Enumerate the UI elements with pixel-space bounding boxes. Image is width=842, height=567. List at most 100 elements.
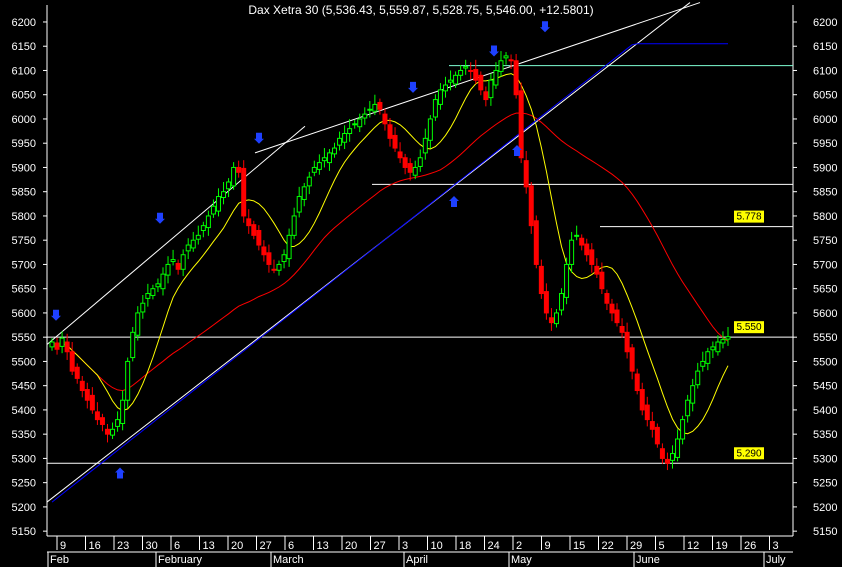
candle-body: [49, 341, 55, 348]
ma-slow-line: [61, 112, 729, 392]
candle-body: [316, 162, 322, 170]
candle-body: [654, 426, 660, 445]
candle-body: [357, 118, 363, 128]
y-tick-label-right: 6150: [813, 41, 837, 53]
candle-body: [236, 166, 242, 173]
candle-body: [599, 271, 605, 290]
y-tick-label-right: 5550: [813, 332, 837, 344]
candle-body: [473, 68, 479, 81]
candle-body: [64, 341, 70, 353]
candle-body: [427, 118, 433, 141]
candle-body: [634, 373, 640, 392]
x-tick-label: 27: [374, 540, 386, 552]
y-tick-label-right: 6100: [813, 65, 837, 77]
x-month-label: Feb: [50, 554, 69, 566]
candle-body: [670, 453, 676, 461]
candle-body: [609, 303, 615, 314]
candle-body: [59, 337, 65, 347]
candle-body: [165, 263, 171, 276]
candle-body: [594, 265, 600, 275]
x-tick-label: 26: [744, 540, 756, 552]
candle-body: [276, 263, 282, 271]
candle-body: [130, 331, 136, 359]
candle-body: [402, 157, 408, 168]
candle-body: [528, 185, 534, 227]
candle-body: [488, 79, 494, 99]
candle-body: [140, 302, 146, 313]
x-tick-label: 13: [203, 540, 215, 552]
x-tick-label: 23: [117, 540, 129, 552]
candle-body: [94, 411, 100, 421]
candle-body: [659, 448, 665, 459]
candle-body: [513, 60, 519, 96]
y-tick-label-right: 5250: [813, 478, 837, 490]
candle-body: [306, 176, 312, 187]
y-tick-label-left: 6100: [12, 65, 36, 77]
candle-body: [639, 389, 645, 411]
x-tick-label: 18: [459, 540, 471, 552]
candle-body: [503, 55, 509, 59]
candle-body: [352, 123, 358, 126]
x-tick-label: 10: [431, 540, 443, 552]
candle-body: [422, 137, 428, 154]
candle-body: [392, 134, 398, 149]
arrow-down-icon: [408, 81, 418, 93]
y-tick-label-right: 5750: [813, 235, 837, 247]
x-tick-label: 15: [573, 540, 585, 552]
candle-body: [518, 90, 524, 159]
candle-body: [442, 84, 448, 92]
x-tick-label: 22: [602, 540, 614, 552]
y-tick-label-left: 5550: [12, 332, 36, 344]
candle-body: [387, 124, 393, 139]
candle-body: [725, 336, 731, 340]
candle-body: [432, 99, 438, 118]
candle-body: [675, 438, 681, 458]
candle-body: [337, 137, 343, 146]
x-tick-label: 20: [345, 540, 357, 552]
candle-body: [185, 244, 191, 252]
candle-body: [417, 157, 423, 167]
candle-body: [231, 166, 237, 187]
candle-body: [347, 128, 353, 135]
candle-body: [458, 69, 464, 76]
price-tag-label: 5.550: [736, 322, 761, 333]
y-tick-label-left: 6200: [12, 17, 36, 29]
candle-body: [180, 254, 186, 270]
y-tick-label-right: 6200: [813, 17, 837, 29]
y-tick-label-left: 5750: [12, 235, 36, 247]
candle-body: [478, 74, 484, 91]
x-month-label: April: [406, 554, 428, 566]
candle-body: [589, 249, 595, 265]
y-tick-label-right: 5700: [813, 259, 837, 271]
x-tick-label: 29: [630, 540, 642, 552]
candle-body: [296, 196, 302, 213]
y-tick-label-left: 6050: [12, 90, 36, 102]
arrow-down-icon: [489, 45, 499, 57]
y-tick-label-left: 5850: [12, 187, 36, 199]
price-tag-box: [734, 210, 764, 223]
y-tick-label-right: 5650: [813, 284, 837, 296]
candle-body: [543, 291, 549, 314]
candle-body: [644, 404, 650, 421]
x-tick-label: 12: [687, 540, 699, 552]
candle-body: [145, 293, 151, 299]
candle-body: [559, 293, 565, 311]
y-axis-left: 6200 6150 6100 6050 6000 5950 5900 5850 5800 5750…: [12, 17, 47, 538]
y-tick-label-left: 5150: [12, 526, 36, 538]
y-tick-label-left: 6000: [12, 114, 36, 126]
x-tick-label: 19: [716, 540, 728, 552]
y-tick-label-left: 5650: [12, 284, 36, 296]
x-tick-label: 16: [89, 540, 101, 552]
y-tick-label-right: 5900: [813, 162, 837, 174]
candle-body: [215, 196, 221, 212]
candle-body: [468, 69, 474, 72]
price-tag-box: [734, 321, 764, 334]
candle-body: [261, 246, 267, 256]
candle-body: [135, 312, 141, 336]
candle-body: [115, 419, 121, 427]
x-month-label: June: [636, 554, 660, 566]
y-tick-label-left: 5350: [12, 429, 36, 441]
